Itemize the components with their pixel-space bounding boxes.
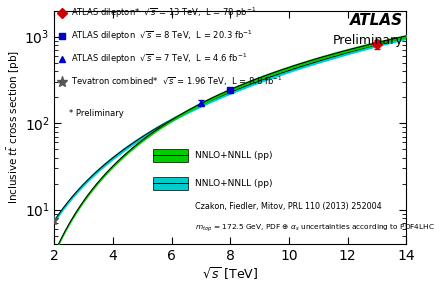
Text: NNLO+NNLL (pp): NNLO+NNLL (pp) [195, 179, 273, 188]
Text: ATLAS dilepton  $\sqrt{s}$ = 8 TeV,  L = 20.3 fb$^{-1}$: ATLAS dilepton $\sqrt{s}$ = 8 TeV, L = 2… [71, 29, 253, 43]
Y-axis label: Inclusive $t\bar{t}$ cross section [pb]: Inclusive $t\bar{t}$ cross section [pb] [5, 50, 22, 204]
Bar [153, 177, 188, 190]
Text: Tevatron combined*  $\sqrt{s}$ = 1.96 TeV,  L = 8.8 fb$^{-1}$: Tevatron combined* $\sqrt{s}$ = 1.96 TeV… [71, 75, 283, 88]
Text: ATLAS: ATLAS [350, 13, 403, 28]
Text: NNLO+NNLL (pp): NNLO+NNLL (pp) [195, 151, 273, 160]
Bar [153, 149, 188, 162]
Text: Preliminary: Preliminary [332, 34, 403, 47]
X-axis label: $\sqrt{s}$ [TeV]: $\sqrt{s}$ [TeV] [202, 266, 259, 283]
Text: ATLAS dilepton  $\sqrt{s}$ = 7 TeV,  L = 4.6 fb$^{-1}$: ATLAS dilepton $\sqrt{s}$ = 7 TeV, L = 4… [71, 52, 247, 66]
Text: Czakon, Fiedler, Mitov, PRL 110 (2013) 252004: Czakon, Fiedler, Mitov, PRL 110 (2013) 2… [195, 202, 382, 211]
Text: * Preliminary: * Preliminary [69, 109, 123, 118]
Text: ATLAS dilepton*  $\sqrt{s}$ = 13 TeV,  L = 78 pb$^{-1}$: ATLAS dilepton* $\sqrt{s}$ = 13 TeV, L =… [71, 6, 257, 20]
Text: $m_{top}$ = 172.5 GeV, PDF $\oplus$ $\alpha_s$ uncertainties according to PDF4LH: $m_{top}$ = 172.5 GeV, PDF $\oplus$ $\al… [195, 222, 435, 234]
